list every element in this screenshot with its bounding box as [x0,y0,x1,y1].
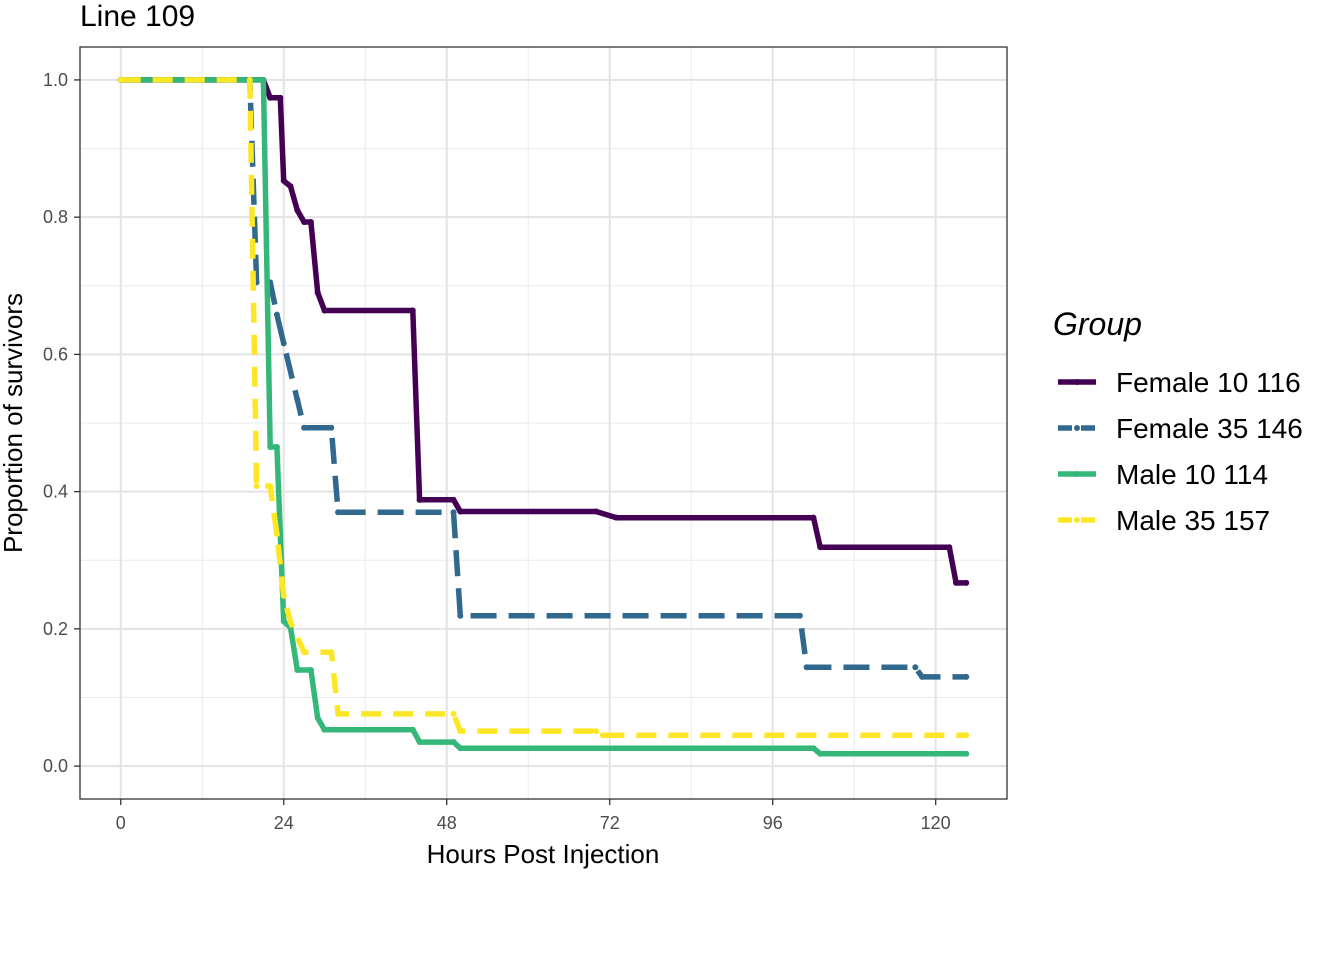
x-tick-label: 72 [600,813,620,833]
censor-point [946,544,953,551]
censor-point [335,710,342,717]
censor-point [267,94,274,101]
legend-key-point [1074,425,1080,431]
censor-point [314,289,321,296]
censor-point [416,739,423,746]
legend-title: Group [1053,306,1142,342]
censor-point [301,649,308,656]
censor-point [810,514,817,521]
legend-label: Male 10 114 [1116,459,1268,490]
censor-point [963,673,970,680]
censor-point [919,673,926,680]
legend-key-point [1074,471,1080,477]
censor-point [273,311,280,318]
censor-point [321,307,328,314]
censor-point [294,396,301,403]
censor-point [307,667,314,674]
censor-point [450,739,457,746]
series-layer [117,76,970,757]
legend-label: Female 35 146 [1116,413,1303,444]
censor-point [287,183,294,190]
censor-point [457,612,464,619]
censor-point [314,715,321,722]
censor-point [307,218,314,225]
x-tick-label: 0 [116,813,126,833]
censor-point [253,483,260,490]
legend-key-point [1074,379,1080,385]
censor-point [280,592,287,599]
y-tick-label: 0.6 [43,344,68,364]
censor-point [321,726,328,733]
chart-title: Line 109 [80,0,195,33]
censor-point [294,667,301,674]
y-tick-label: 0.8 [43,207,68,227]
series-line-male-10-114 [120,77,967,757]
y-tick-label: 1.0 [43,70,68,90]
x-axis-ticks: 0 24 48 72 96 120 [116,799,951,833]
censor-point [803,664,810,671]
censor-point [796,612,803,619]
censor-point [260,76,267,83]
censor-point [450,509,457,516]
censor-point [450,710,457,717]
censor-point [416,496,423,503]
censor-point [335,509,342,516]
y-tick-label: 0.4 [43,482,68,502]
y-tick-label: 0.0 [43,756,68,776]
censor-point [409,726,416,733]
x-tick-label: 96 [763,813,783,833]
censor-point [593,508,600,515]
censor-point [280,177,287,184]
series-line-female-35-146 [120,77,967,680]
censor-point [328,649,335,656]
legend-label: Male 35 157 [1116,505,1270,536]
censor-point [457,728,464,735]
censor-point [301,424,308,431]
censor-point [246,76,253,83]
censor-point [117,76,124,83]
censor-point [953,579,960,586]
plot-panel-border [79,46,1008,800]
x-tick-label: 24 [274,813,294,833]
censor-point [267,483,274,490]
censor-point [450,496,457,503]
censor-point [963,579,970,586]
censor-point [280,340,287,347]
censor-point [963,732,970,739]
censor-point [280,618,287,625]
censor-point [273,531,280,538]
censor-point [912,664,919,671]
legend-label: Female 10 116 [1116,367,1301,398]
series-line-female-10-116 [120,77,967,586]
censor-point [599,732,606,739]
censor-point [593,728,600,735]
censor-point [294,207,301,214]
censor-point [267,444,274,451]
y-tick-label: 0.2 [43,619,68,639]
censor-point [963,750,970,757]
censor-point [457,508,464,515]
censor-point [810,745,817,752]
censor-point [409,307,416,314]
censor-point [277,94,284,101]
y-axis-ticks: 0.0 0.2 0.4 0.6 0.8 1.0 [43,70,80,776]
censor-point [613,514,620,521]
x-tick-label: 48 [437,813,457,833]
legend: Female 10 116 Female 35 146 Male 10 114 Mal… [1058,367,1303,536]
x-axis-title: Hours Post Injection [427,839,660,869]
censor-point [817,544,824,551]
x-tick-label: 120 [921,813,951,833]
censor-point [301,218,308,225]
grid-lines [80,47,1007,799]
censor-point [817,750,824,757]
series-line-male-35-157 [120,77,967,738]
y-axis-title: Proportion of survivors [0,293,28,553]
censor-point [273,444,280,451]
legend-key-point [1074,517,1080,523]
censor-point [287,618,294,625]
censor-point [457,745,464,752]
censor-point [328,424,335,431]
